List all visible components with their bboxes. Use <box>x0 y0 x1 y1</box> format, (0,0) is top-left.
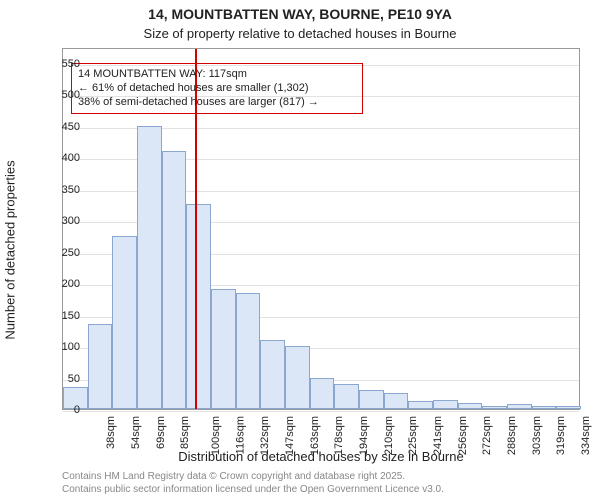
y-tick-label: 200 <box>40 278 80 290</box>
histogram-bar <box>359 390 384 409</box>
y-tick-label: 0 <box>40 404 80 416</box>
annotation-line-3: 38% of semi-detached houses are larger (… <box>78 96 356 110</box>
histogram-bar <box>310 378 335 409</box>
x-tick-label: 147sqm <box>284 416 296 455</box>
y-tick-label: 150 <box>40 310 80 322</box>
x-tick-label: 178sqm <box>333 416 345 455</box>
histogram-bar <box>285 346 310 409</box>
x-tick-label: 54sqm <box>130 416 142 449</box>
y-tick-label: 350 <box>40 184 80 196</box>
histogram-bar <box>334 384 359 409</box>
histogram-bar <box>507 404 532 409</box>
chart-subtitle: Size of property relative to detached ho… <box>0 26 600 41</box>
attribution-line-2: Contains public sector information licen… <box>62 484 580 497</box>
histogram-bar <box>384 393 409 409</box>
y-tick-label: 250 <box>40 247 80 259</box>
y-tick-label: 50 <box>40 373 80 385</box>
y-axis-label: Number of detached properties <box>3 100 18 400</box>
x-tick-label: 163sqm <box>309 416 321 455</box>
y-tick-label: 450 <box>40 121 80 133</box>
annotation-box: 14 MOUNTBATTEN WAY: 117sqm← 61% of detac… <box>71 63 363 114</box>
x-tick-label: 334sqm <box>580 416 592 455</box>
histogram-bar <box>186 204 211 409</box>
x-tick-label: 225sqm <box>407 416 419 455</box>
annotation-line-1: 14 MOUNTBATTEN WAY: 117sqm <box>78 68 356 82</box>
histogram-bar <box>482 406 507 409</box>
x-tick-label: 132sqm <box>259 416 271 455</box>
chart-title: 14, MOUNTBATTEN WAY, BOURNE, PE10 9YA <box>0 6 600 22</box>
x-tick-label: 210sqm <box>383 416 395 455</box>
x-tick-label: 288sqm <box>506 416 518 455</box>
histogram-bar <box>211 289 236 409</box>
histogram-bar <box>532 406 557 409</box>
x-tick-label: 38sqm <box>105 416 117 449</box>
histogram-bar <box>556 406 581 409</box>
histogram-bar <box>162 151 187 409</box>
x-tick-label: 272sqm <box>481 416 493 455</box>
plot-area: 14 MOUNTBATTEN WAY: 117sqm← 61% of detac… <box>62 48 580 410</box>
x-tick-label: 319sqm <box>555 416 567 455</box>
histogram-bar <box>458 403 483 409</box>
grid-line <box>63 411 579 412</box>
y-tick-label: 300 <box>40 215 80 227</box>
histogram-bar <box>236 293 261 409</box>
chart-container: 14, MOUNTBATTEN WAY, BOURNE, PE10 9YA Si… <box>0 0 600 500</box>
attribution: Contains HM Land Registry data © Crown c… <box>62 471 580 496</box>
x-tick-label: 256sqm <box>457 416 469 455</box>
x-tick-label: 85sqm <box>179 416 191 449</box>
y-tick-label: 100 <box>40 341 80 353</box>
histogram-bar <box>137 126 162 409</box>
y-tick-label: 400 <box>40 152 80 164</box>
x-tick-label: 303sqm <box>531 416 543 455</box>
x-tick-label: 69sqm <box>155 416 167 449</box>
annotation-line-2: ← 61% of detached houses are smaller (1,… <box>78 82 356 96</box>
attribution-line-1: Contains HM Land Registry data © Crown c… <box>62 471 580 484</box>
y-tick-label: 550 <box>40 58 80 70</box>
x-tick-label: 116sqm <box>234 416 246 454</box>
y-tick-label: 500 <box>40 89 80 101</box>
x-tick-label: 194sqm <box>358 416 370 455</box>
x-tick-label: 100sqm <box>210 416 222 455</box>
histogram-bar <box>433 400 458 409</box>
x-tick-label: 241sqm <box>432 416 444 455</box>
histogram-bar <box>408 401 433 409</box>
histogram-bar <box>112 236 137 409</box>
histogram-bar <box>260 340 285 409</box>
histogram-bar <box>88 324 113 409</box>
